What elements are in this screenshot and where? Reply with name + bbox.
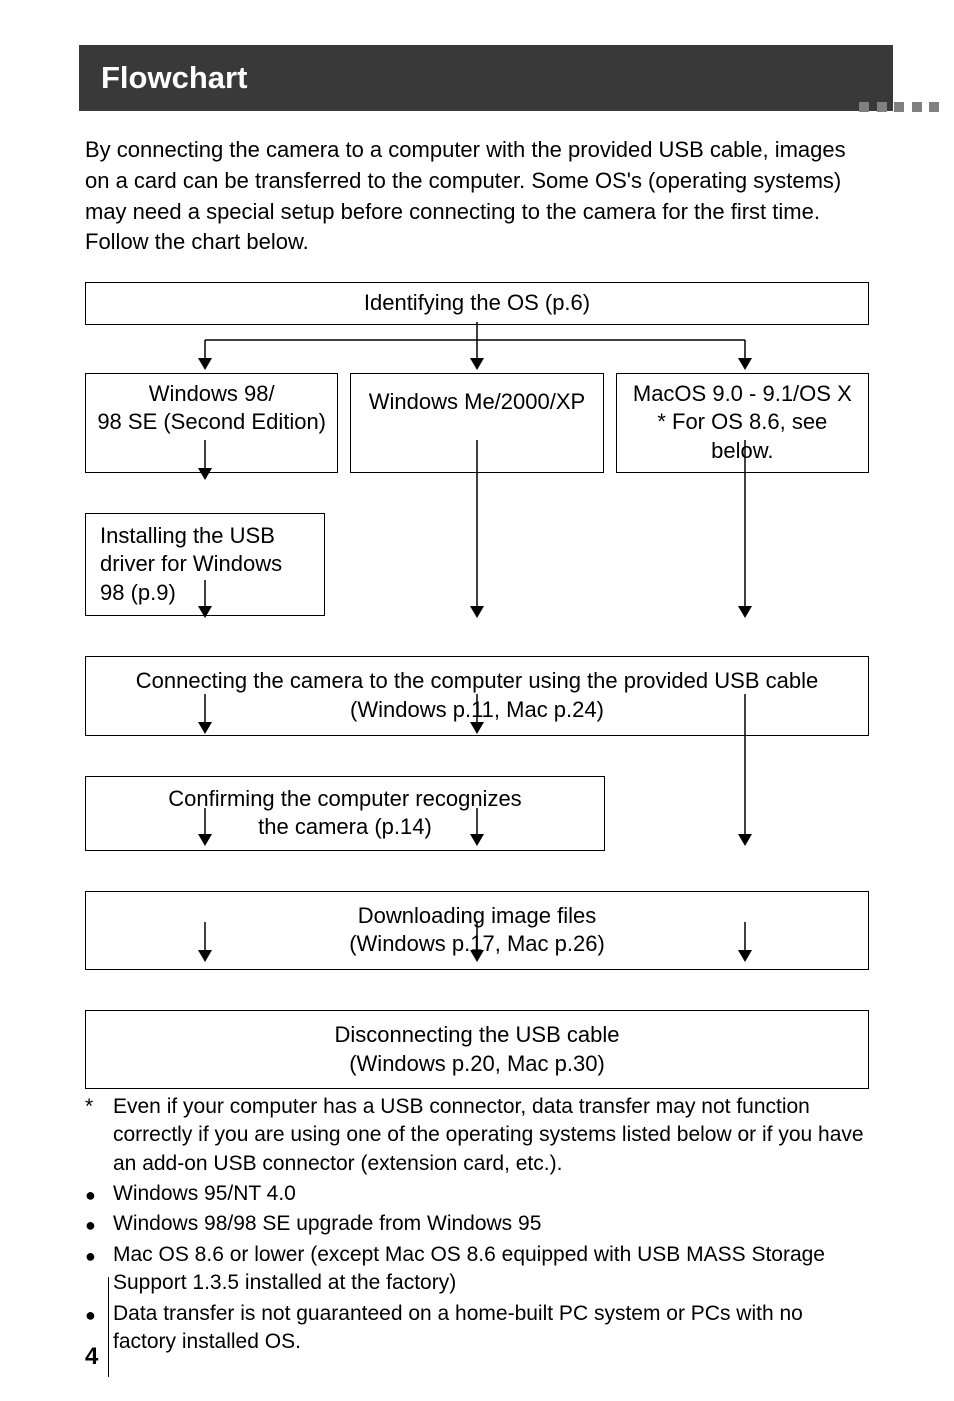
- footnote-section: * Even if your computer has a USB connec…: [85, 1093, 869, 1356]
- page-title: Flowchart: [101, 60, 247, 95]
- decorative-dots: [85, 99, 939, 117]
- flow-label: Windows Me/2000/XP: [369, 389, 585, 414]
- dot-icon: [912, 102, 922, 112]
- bullet-icon: ●: [85, 1210, 113, 1238]
- footnote-bullet: ● Windows 98/98 SE upgrade from Windows …: [85, 1210, 869, 1238]
- footnote-text: Data transfer is not guaranteed on a hom…: [113, 1300, 869, 1357]
- footnote-asterisk: * Even if your computer has a USB connec…: [85, 1093, 869, 1178]
- footnote-text: Windows 98/98 SE upgrade from Windows 95: [113, 1210, 541, 1238]
- asterisk-icon: *: [85, 1093, 113, 1178]
- dot-icon: [929, 102, 939, 112]
- flow-box-identify-os: Identifying the OS (p.6): [85, 282, 869, 325]
- flow-label: (Windows p.20, Mac p.30): [349, 1051, 605, 1076]
- footnote-text: Windows 95/NT 4.0: [113, 1180, 296, 1208]
- flow-label: Disconnecting the USB cable: [335, 1022, 620, 1047]
- flow-label: Identifying the OS (p.6): [364, 290, 590, 315]
- flow-label: Connecting the camera to the computer us…: [136, 668, 818, 693]
- dot-icon: [877, 102, 887, 112]
- flowchart-container: Identifying the OS (p.6) Windows 98/ 98 …: [85, 282, 869, 1089]
- dot-icon: [894, 102, 904, 112]
- connector-arrow-icon: [85, 734, 869, 846]
- connector-arrow-icon: [85, 694, 869, 734]
- flow-label: Windows 98/: [149, 381, 275, 406]
- connector-branch-icon: [85, 322, 869, 370]
- page-container: Flowchart By connecting the camera to a …: [0, 0, 954, 1401]
- flow-label: MacOS 9.0 - 9.1/OS X: [633, 381, 852, 406]
- connector-arrow-icon: [85, 480, 869, 618]
- intro-paragraph: By connecting the camera to a computer w…: [85, 135, 869, 258]
- footnote-text: Mac OS 8.6 or lower (except Mac OS 8.6 e…: [113, 1241, 869, 1298]
- flow-label: 98 SE (Second Edition): [97, 409, 326, 434]
- decorative-line: [108, 1277, 109, 1377]
- connector-arrow-icon: [85, 440, 869, 480]
- dot-icon: [859, 102, 869, 112]
- flow-box-disconnecting: Disconnecting the USB cable (Windows p.2…: [85, 1010, 869, 1089]
- footnote-text: Even if your computer has a USB connecto…: [113, 1093, 869, 1178]
- footnote-bullet: ● Mac OS 8.6 or lower (except Mac OS 8.6…: [85, 1241, 869, 1298]
- connector-arrow-icon: [85, 922, 869, 962]
- footnote-bullet: ● Windows 95/NT 4.0: [85, 1180, 869, 1208]
- bullet-icon: ●: [85, 1180, 113, 1208]
- page-number: 4: [85, 1343, 98, 1371]
- footnote-bullet: ● Data transfer is not guaranteed on a h…: [85, 1300, 869, 1357]
